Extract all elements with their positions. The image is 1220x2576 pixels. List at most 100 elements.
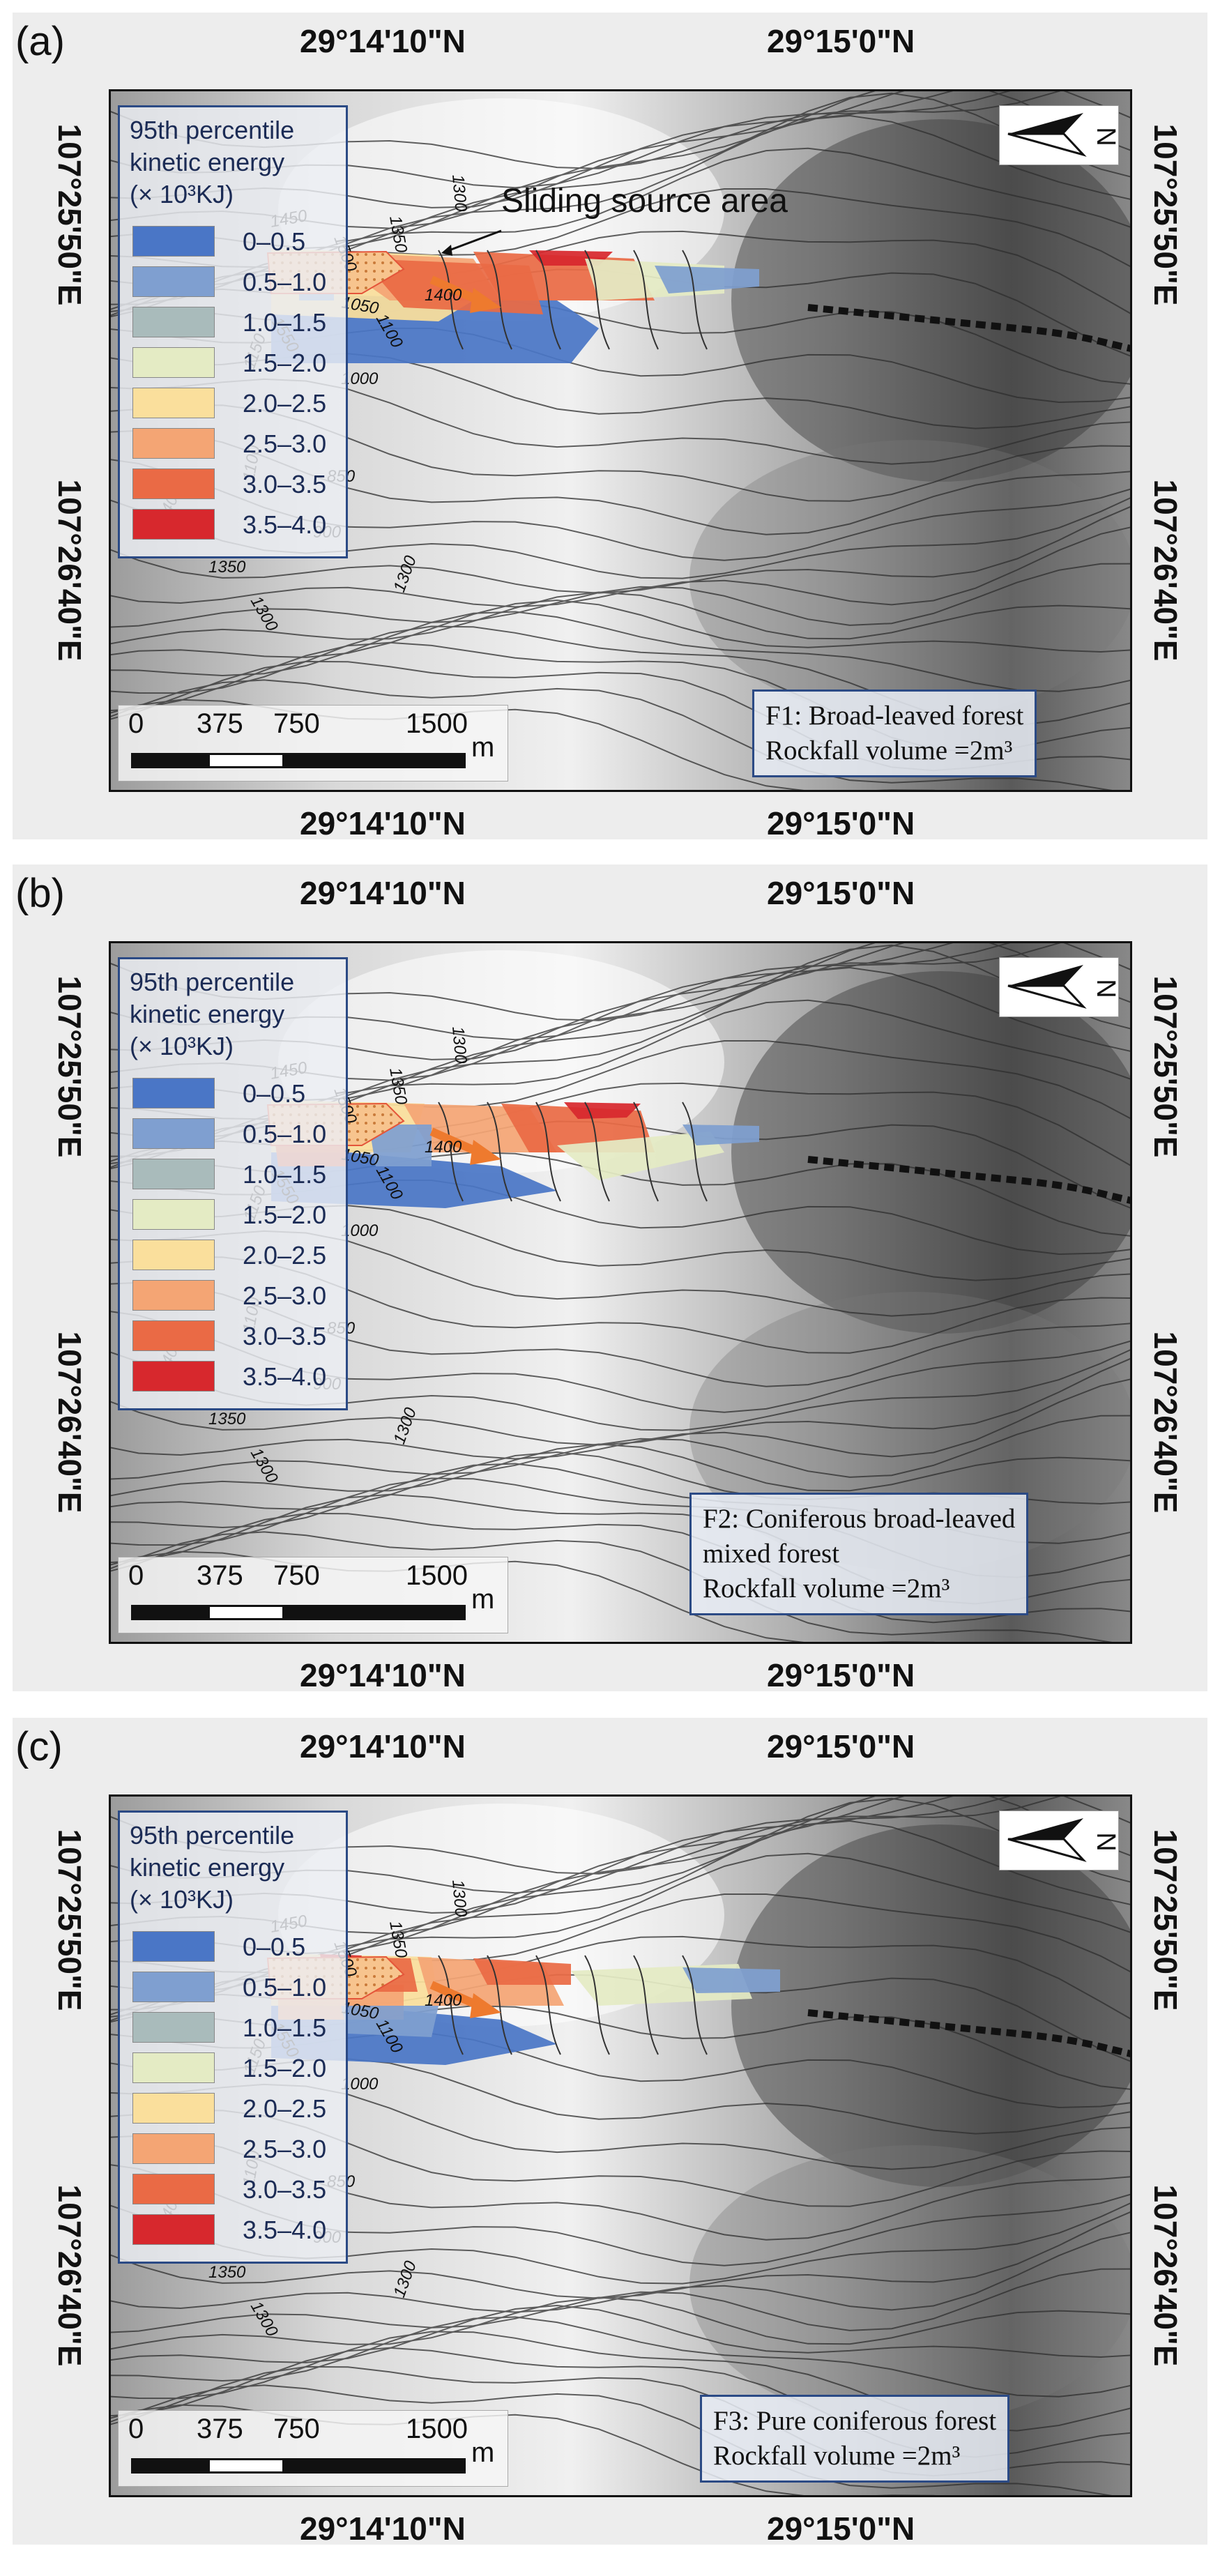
movement-arrowhead: [470, 1140, 501, 1165]
legend-swatch: [132, 226, 215, 257]
legend-class-label: 2.0–2.5: [243, 2094, 327, 2123]
scale-tick: 750: [273, 708, 320, 739]
contour-elevation-label: 1400: [425, 286, 462, 305]
scale-tick: 0: [128, 2414, 144, 2444]
longitude-text: 107°26'40"E: [52, 2184, 88, 2367]
overlay-contour: [584, 1102, 610, 1202]
longitude-text: 107°25'50"E: [1147, 123, 1184, 306]
overlay-contour: [487, 1102, 512, 1202]
scale-bar-box: 0 375 750 1500 m: [118, 2410, 508, 2487]
legend-class-label: 1.5–2.0: [243, 1201, 327, 1229]
legend-class-label: 2.0–2.5: [243, 1241, 327, 1270]
scale-segment-black: [283, 753, 466, 768]
scale-tick: 750: [273, 2414, 320, 2444]
legend-class: 2.5–3.0: [132, 428, 342, 459]
legend-class-label: 0.5–1.0: [243, 268, 327, 296]
legend-class-label: 1.5–2.0: [243, 2054, 327, 2082]
legend-class-label: 3.5–4.0: [243, 510, 327, 539]
panel-letter: (b): [15, 871, 65, 916]
movement-arrow: [429, 275, 481, 305]
overlay-contour: [535, 1955, 561, 2055]
terrain-hillshade: 1300135015001400105011001000155011501100…: [111, 1797, 1130, 2495]
overlay-contour: [535, 1102, 561, 1202]
legend-class: 3.5–4.0: [132, 1361, 342, 1392]
north-arrow-head: [1008, 1818, 1083, 1839]
north-arrow-tail: [1007, 132, 1087, 157]
legend-swatch: [132, 347, 215, 378]
legend-swatch: [132, 1280, 215, 1311]
overlay-contour: [584, 1955, 610, 2055]
legend-class-label: 1.0–1.5: [243, 308, 327, 337]
legend-class: 3.5–4.0: [132, 2214, 342, 2245]
forest-note-line: mixed forest: [703, 1539, 840, 1569]
scale-segment-black: [131, 2458, 209, 2474]
valley-shadow: [731, 1824, 1130, 2187]
contour-line: [111, 2384, 1113, 2495]
contour-line: [111, 506, 1130, 594]
scale-unit: m: [471, 732, 495, 763]
legend-title-line: kinetic energy: [130, 1000, 285, 1028]
north-arrow-icon: N: [1007, 1818, 1120, 1862]
latitude-label-bottom: 29°15'0"N: [767, 805, 915, 841]
legend-class-label: 2.5–3.0: [243, 429, 327, 458]
valley-shadow: [731, 119, 1130, 482]
scale-tick: 0: [128, 1560, 144, 1591]
scale-tick: 1500: [406, 708, 468, 739]
contour-line: [111, 679, 1113, 790]
longitude-text: 107°26'40"E: [52, 1331, 88, 1514]
latitude-label-bottom: 29°14'10"N: [300, 1657, 466, 1693]
legend-swatch: [132, 1240, 215, 1270]
legend-title-line: 95th percentile: [130, 116, 295, 144]
legend-swatch: [132, 2052, 215, 2083]
legend-class-label: 0–0.5: [243, 227, 306, 256]
overlay-contour: [584, 250, 610, 350]
legend: 95th percentile kinetic energy (× 10³KJ) 0–…: [118, 1811, 348, 2264]
contour-line: [111, 1443, 1130, 1497]
longitude-text: 107°26'40"E: [52, 479, 88, 662]
energy-zone: [655, 266, 759, 294]
north-arrow-head: [1008, 965, 1083, 986]
overlay-contour: [682, 250, 708, 350]
legend-class-label: 3.5–4.0: [243, 2216, 327, 2244]
terrain-map: 1300135015001400105011001000155011501100…: [109, 1794, 1132, 2497]
legend-class: 2.0–2.5: [132, 388, 342, 418]
contour-elevation-label: 1300: [448, 1879, 471, 1918]
north-label: N: [1091, 127, 1120, 146]
legend-class-label: 0–0.5: [243, 1933, 306, 1961]
forest-note: F2: Coniferous broad-leaved mixed forest R…: [689, 1493, 1029, 1615]
contour-line: [111, 563, 1130, 628]
legend-class: 3.0–3.5: [132, 2174, 342, 2204]
contour-line: [111, 2316, 1130, 2398]
contour-line: [111, 2268, 1130, 2333]
north-arrow-icon: N: [1007, 965, 1120, 1009]
legend-title-line: 95th percentile: [130, 968, 295, 996]
movement-arrowhead: [470, 288, 501, 313]
legend-class-label: 0.5–1.0: [243, 1120, 327, 1148]
energy-zone: [683, 1125, 759, 1145]
latitude-label-bottom: 29°15'0"N: [767, 1657, 915, 1693]
terrain-map: 1300135015001400105011001000155011501100…: [109, 89, 1132, 792]
legend-class: 1.5–2.0: [132, 1199, 342, 1230]
legend-swatch: [132, 1320, 215, 1351]
legend-swatch: [132, 2214, 215, 2245]
legend-class: 2.5–3.0: [132, 2133, 342, 2164]
forest-note-line: F1: Broad-leaved forest: [765, 701, 1024, 731]
legend-swatch: [132, 266, 215, 297]
overlay-contour: [438, 1102, 464, 1202]
overlay-contour: [633, 1955, 659, 2055]
legend-class-label: 2.5–3.0: [243, 2135, 327, 2163]
legend-class: 3.0–3.5: [132, 1320, 342, 1351]
scale-tick: 375: [197, 1560, 243, 1591]
legend-class-label: 0–0.5: [243, 1079, 306, 1108]
contour-elevation-label: 1400: [425, 1138, 462, 1157]
movement-arrow: [429, 1981, 481, 2010]
valley-channel: [807, 1156, 1130, 1204]
overlay-contours: [438, 250, 708, 350]
overlay-contour: [633, 1102, 659, 1202]
overlay-contour: [633, 250, 659, 350]
legend-swatch: [132, 509, 215, 540]
contour-line: [111, 2296, 1130, 2350]
latitude-label-bottom: 29°14'10"N: [300, 805, 466, 841]
legend-title-line: (× 10³KJ): [130, 1032, 234, 1060]
